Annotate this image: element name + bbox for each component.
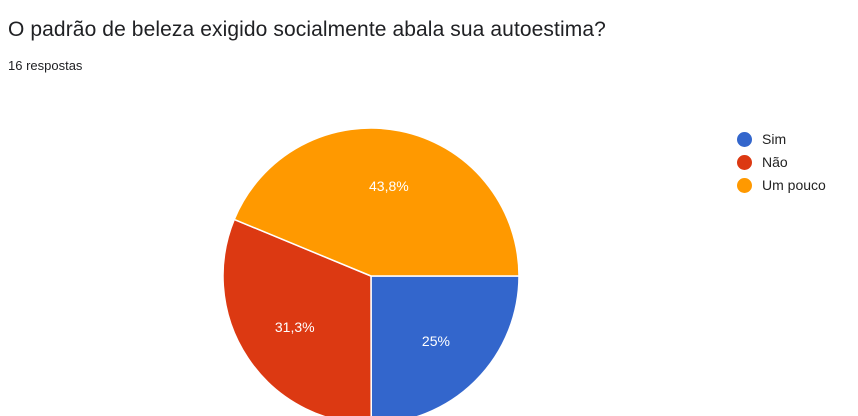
pie-label-sim: 25% xyxy=(422,333,450,349)
legend-label-um-pouco: Um pouco xyxy=(762,177,826,193)
legend-item-sim[interactable]: Sim xyxy=(737,128,826,150)
legend-swatch-sim xyxy=(737,131,752,147)
pie-slice-sim[interactable] xyxy=(370,275,520,416)
question-title: O padrão de beleza exigido socialmente a… xyxy=(8,18,606,41)
pie-slice-um-pouco[interactable] xyxy=(233,127,520,277)
legend-item-nao[interactable]: Não xyxy=(737,151,826,173)
chart-legend: Sim Não Um pouco xyxy=(737,128,826,197)
legend-label-nao: Não xyxy=(762,154,788,170)
pie-slice-nao[interactable] xyxy=(222,218,372,416)
legend-label-sim: Sim xyxy=(762,131,787,147)
response-count: 16 respostas xyxy=(8,58,83,73)
legend-swatch-nao xyxy=(737,154,752,170)
legend-swatch-um-pouco xyxy=(737,177,752,193)
pie-label-um-pouco: 43,8% xyxy=(369,178,409,194)
legend-item-um-pouco[interactable]: Um pouco xyxy=(737,174,826,196)
pie-label-nao: 31,3% xyxy=(275,319,315,335)
